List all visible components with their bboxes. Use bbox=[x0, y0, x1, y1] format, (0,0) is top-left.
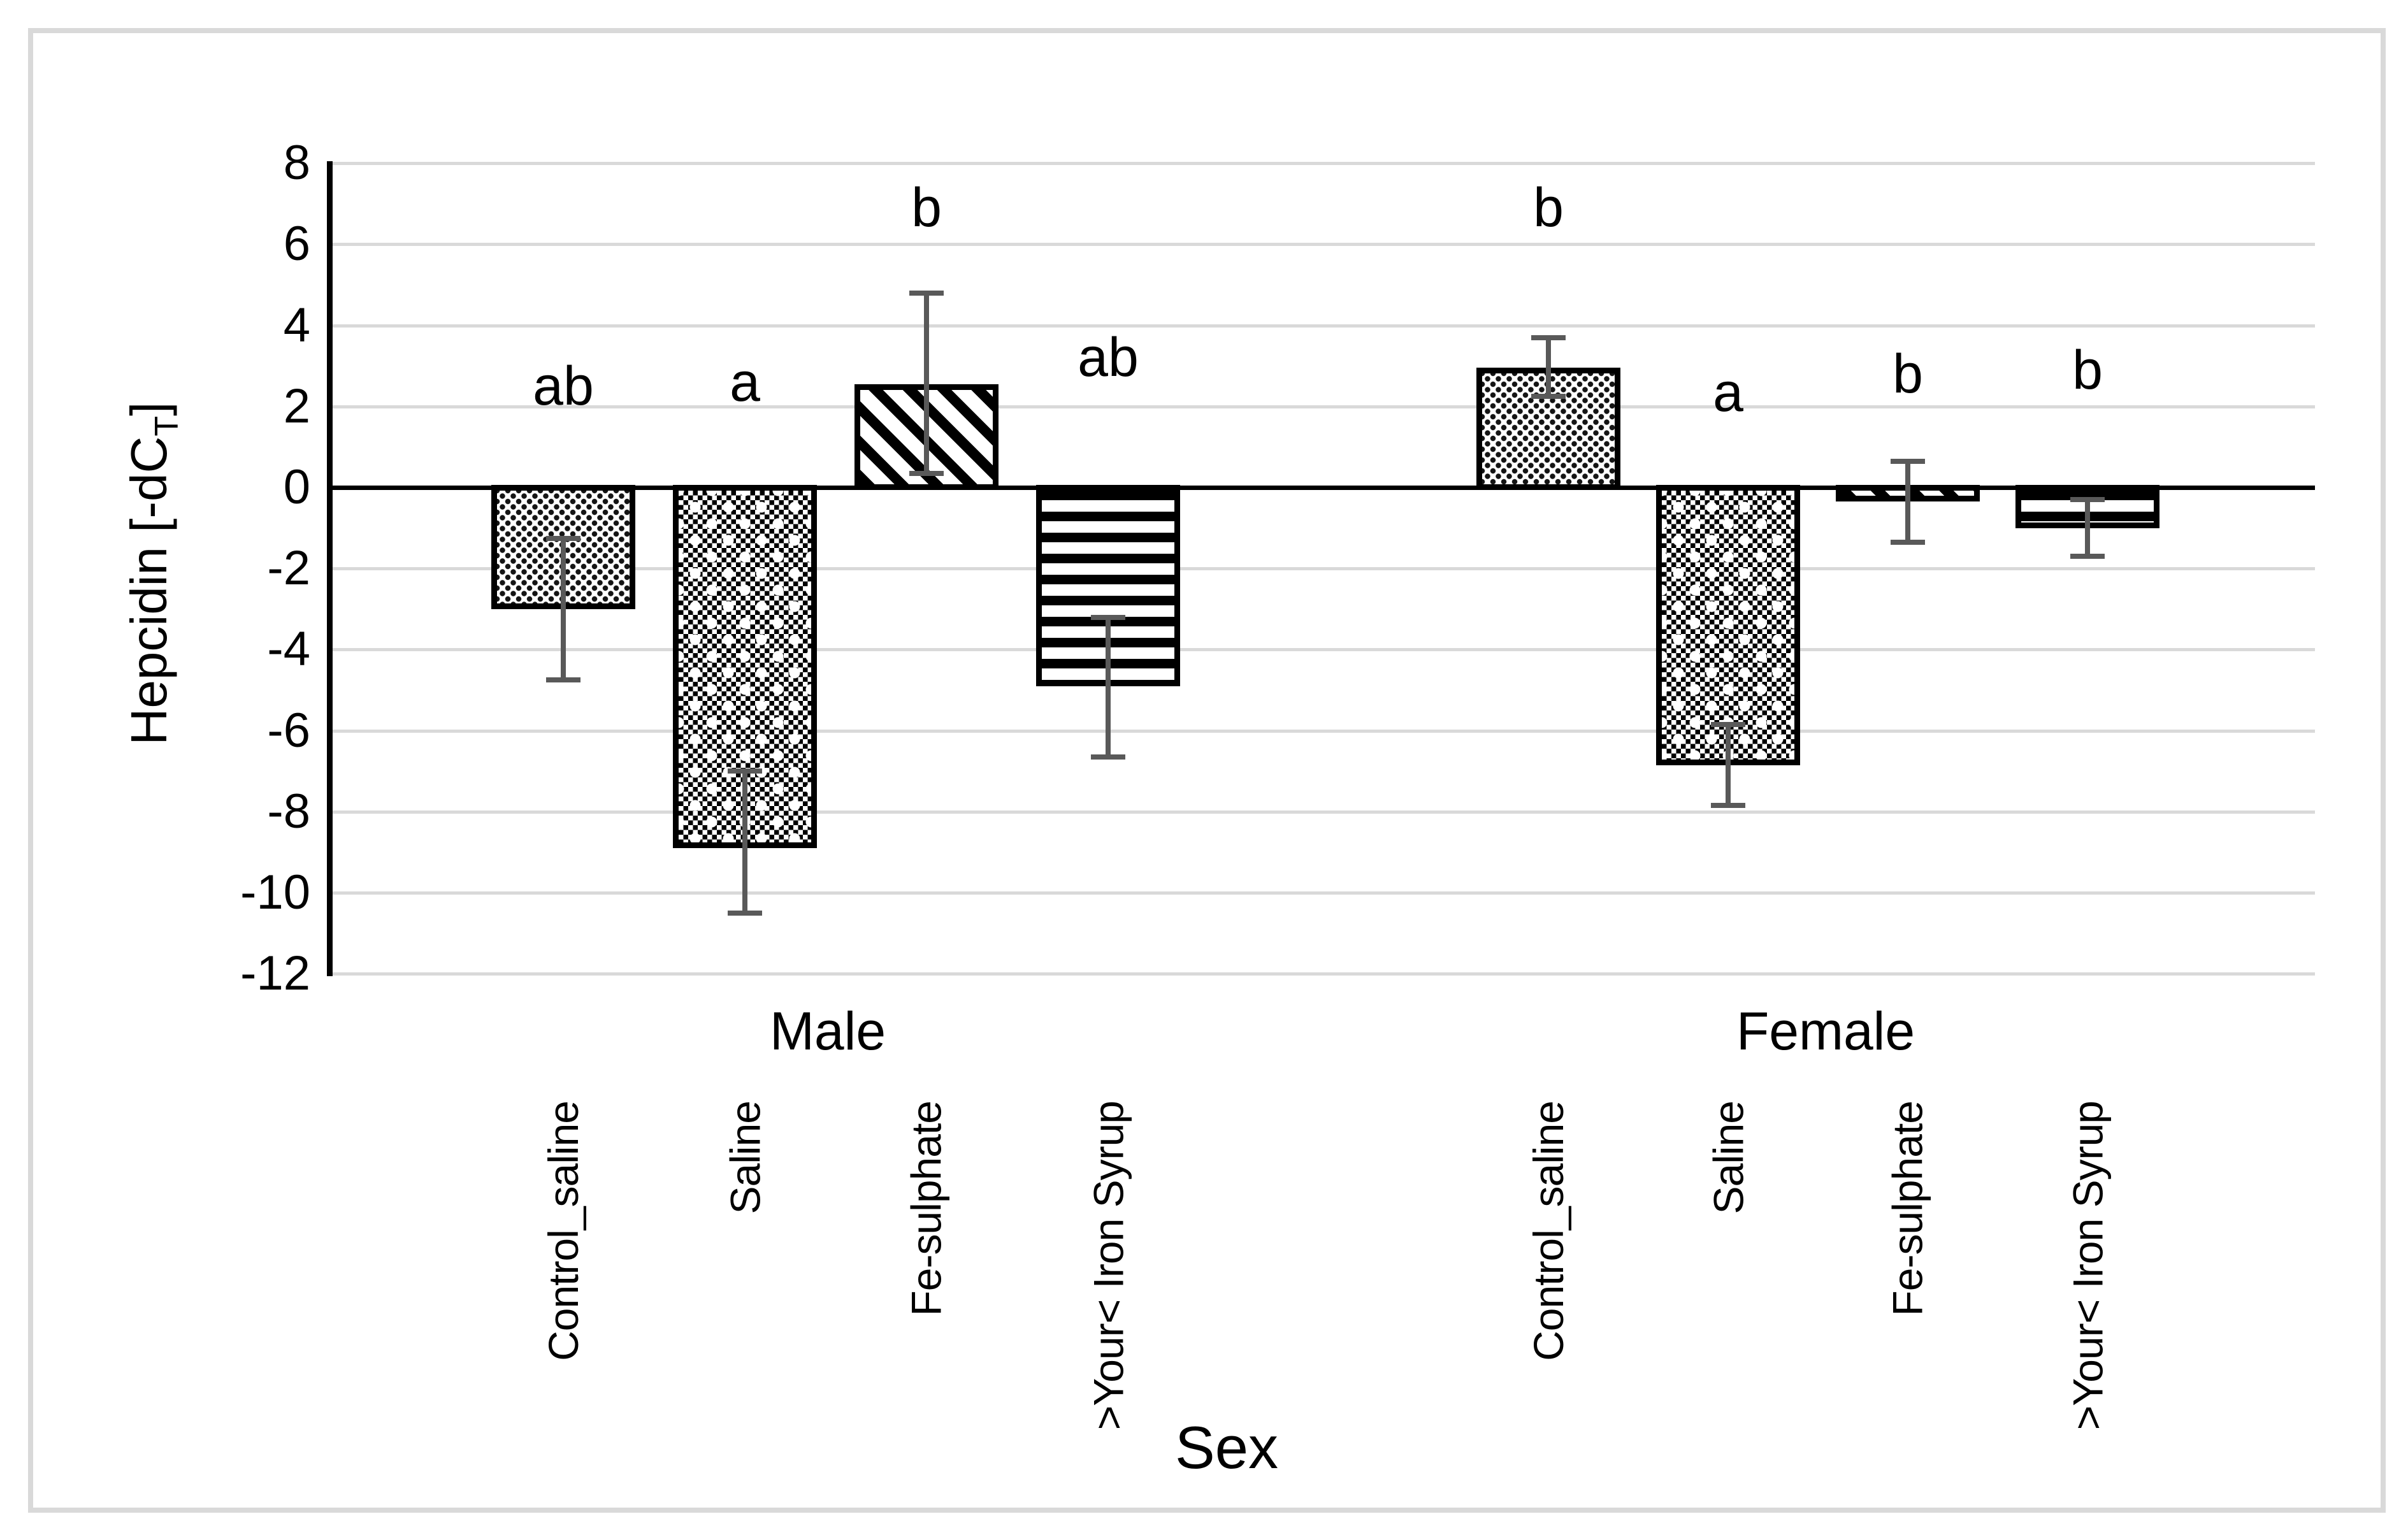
error-bar-cap bbox=[2070, 497, 2105, 503]
y-axis-title: Hepcidin [-dCT] bbox=[120, 401, 194, 746]
sig-letter: b bbox=[911, 177, 942, 239]
error-bar-cap bbox=[1091, 754, 1125, 760]
error-bar bbox=[2085, 500, 2090, 557]
sig-letter: b bbox=[2072, 339, 2103, 401]
error-bar-cap bbox=[1711, 722, 1745, 728]
error-bar-cap bbox=[1891, 458, 1925, 464]
error-bar-cap bbox=[1891, 539, 1925, 545]
y-tick-label: -12 bbox=[240, 946, 310, 1001]
gridline bbox=[332, 810, 2315, 814]
y-axis-line bbox=[327, 161, 333, 977]
x-category-label: Fe-sulphate bbox=[1884, 1101, 1931, 1316]
x-group-label-female: Female bbox=[1736, 1001, 1915, 1061]
y-axis-title-subscript: T bbox=[148, 415, 185, 436]
x-category-label: Control_saline bbox=[540, 1101, 587, 1361]
y-axis-title-close: ] bbox=[120, 401, 177, 416]
error-bar-cap bbox=[909, 470, 944, 476]
y-tick-label: 6 bbox=[283, 217, 310, 271]
y-tick-label: -10 bbox=[240, 865, 310, 919]
error-bar bbox=[1905, 461, 1910, 542]
chart-border bbox=[28, 28, 2386, 1513]
gridline bbox=[332, 405, 2315, 408]
y-tick-label: 4 bbox=[283, 298, 310, 352]
error-bar-cap bbox=[546, 535, 580, 541]
error-bar-cap bbox=[1531, 335, 1566, 340]
bar-female-2 bbox=[1656, 485, 1800, 765]
y-tick-label: -2 bbox=[267, 541, 310, 596]
x-category-label: Saline bbox=[1705, 1101, 1752, 1214]
x-category-label: Fe-sulphate bbox=[903, 1101, 950, 1316]
y-tick-label: -8 bbox=[267, 784, 310, 839]
x-category-label: Control_saline bbox=[1525, 1101, 1572, 1361]
x-axis-zero-line bbox=[329, 486, 2315, 490]
gridline bbox=[332, 567, 2315, 571]
gridline bbox=[332, 729, 2315, 733]
sig-letter: b bbox=[1893, 343, 1923, 405]
error-bar-cap bbox=[546, 677, 580, 683]
y-tick-label: -4 bbox=[267, 622, 310, 677]
error-bar-cap bbox=[728, 910, 762, 916]
sig-letter: b bbox=[1533, 177, 1564, 239]
error-bar-cap bbox=[1711, 803, 1745, 809]
error-bar-cap bbox=[728, 768, 762, 774]
gridline bbox=[332, 891, 2315, 895]
error-bar bbox=[1546, 337, 1551, 396]
error-bar bbox=[1106, 617, 1111, 757]
gridline bbox=[332, 243, 2315, 247]
gridline bbox=[332, 648, 2315, 652]
error-bar bbox=[561, 538, 566, 681]
x-category-label: >Your< Iron Syrup bbox=[2064, 1101, 2111, 1431]
gridline bbox=[332, 324, 2315, 328]
error-bar-cap bbox=[2070, 554, 2105, 559]
sig-letter: a bbox=[730, 351, 760, 413]
x-category-label: Saline bbox=[721, 1101, 768, 1214]
x-group-label-male: Male bbox=[769, 1001, 886, 1061]
gridline bbox=[332, 162, 2315, 166]
error-bar bbox=[924, 292, 929, 473]
error-bar-cap bbox=[1531, 393, 1566, 399]
y-tick-label: 0 bbox=[283, 460, 310, 514]
y-tick-label: 8 bbox=[283, 136, 310, 191]
x-category-label: >Your< Iron Syrup bbox=[1085, 1101, 1132, 1431]
error-bar-cap bbox=[909, 290, 944, 296]
y-axis-title-text: Hepcidin [-dC bbox=[120, 436, 177, 746]
sig-letter: ab bbox=[1078, 327, 1139, 389]
y-tick-label: 2 bbox=[283, 378, 310, 433]
sig-letter: ab bbox=[533, 356, 594, 417]
sig-letter: a bbox=[1713, 361, 1743, 423]
x-axis-title: Sex bbox=[1175, 1414, 1278, 1481]
error-bar-cap bbox=[1091, 614, 1125, 620]
y-tick-label: -6 bbox=[267, 703, 310, 758]
error-bar bbox=[742, 771, 747, 913]
gridline bbox=[332, 972, 2315, 976]
error-bar bbox=[1726, 724, 1731, 806]
